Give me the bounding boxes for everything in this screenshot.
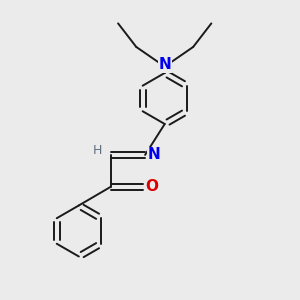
Text: H: H (92, 145, 102, 158)
Text: O: O (145, 179, 158, 194)
Text: N: N (148, 147, 160, 162)
Text: N: N (158, 57, 171, 72)
